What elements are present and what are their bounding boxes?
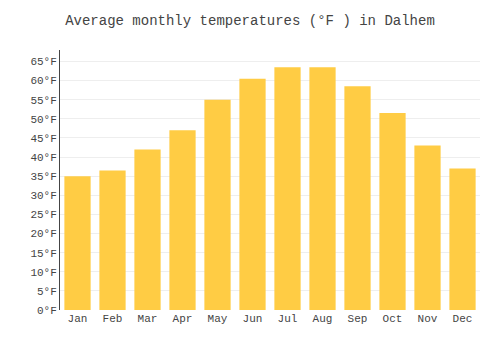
- svg-text:20°F: 20°F: [30, 228, 56, 240]
- svg-text:Jun: Jun: [243, 313, 263, 325]
- svg-text:Jan: Jan: [68, 313, 88, 325]
- svg-text:Jul: Jul: [278, 313, 298, 325]
- svg-text:65°F: 65°F: [30, 56, 56, 68]
- svg-text:Average monthly temperatures (: Average monthly temperatures (°F ) in Da…: [65, 13, 435, 29]
- svg-text:Oct: Oct: [383, 313, 403, 325]
- svg-text:40°F: 40°F: [30, 152, 56, 164]
- svg-text:25°F: 25°F: [30, 209, 56, 221]
- svg-text:55°F: 55°F: [30, 95, 56, 107]
- svg-text:35°F: 35°F: [30, 171, 56, 183]
- svg-text:Sep: Sep: [348, 313, 368, 325]
- svg-text:0°F: 0°F: [37, 305, 57, 317]
- svg-text:Nov: Nov: [418, 313, 438, 325]
- svg-text:50°F: 50°F: [30, 114, 56, 126]
- svg-text:30°F: 30°F: [30, 190, 56, 202]
- svg-text:60°F: 60°F: [30, 75, 56, 87]
- svg-text:5°F: 5°F: [37, 286, 57, 298]
- svg-text:May: May: [208, 313, 228, 325]
- svg-text:15°F: 15°F: [30, 248, 56, 260]
- svg-text:Aug: Aug: [313, 313, 333, 325]
- svg-text:Feb: Feb: [103, 313, 123, 325]
- svg-text:Apr: Apr: [173, 313, 193, 325]
- svg-text:Mar: Mar: [138, 313, 158, 325]
- svg-text:Dec: Dec: [453, 313, 473, 325]
- svg-text:45°F: 45°F: [30, 133, 56, 145]
- svg-text:10°F: 10°F: [30, 267, 56, 279]
